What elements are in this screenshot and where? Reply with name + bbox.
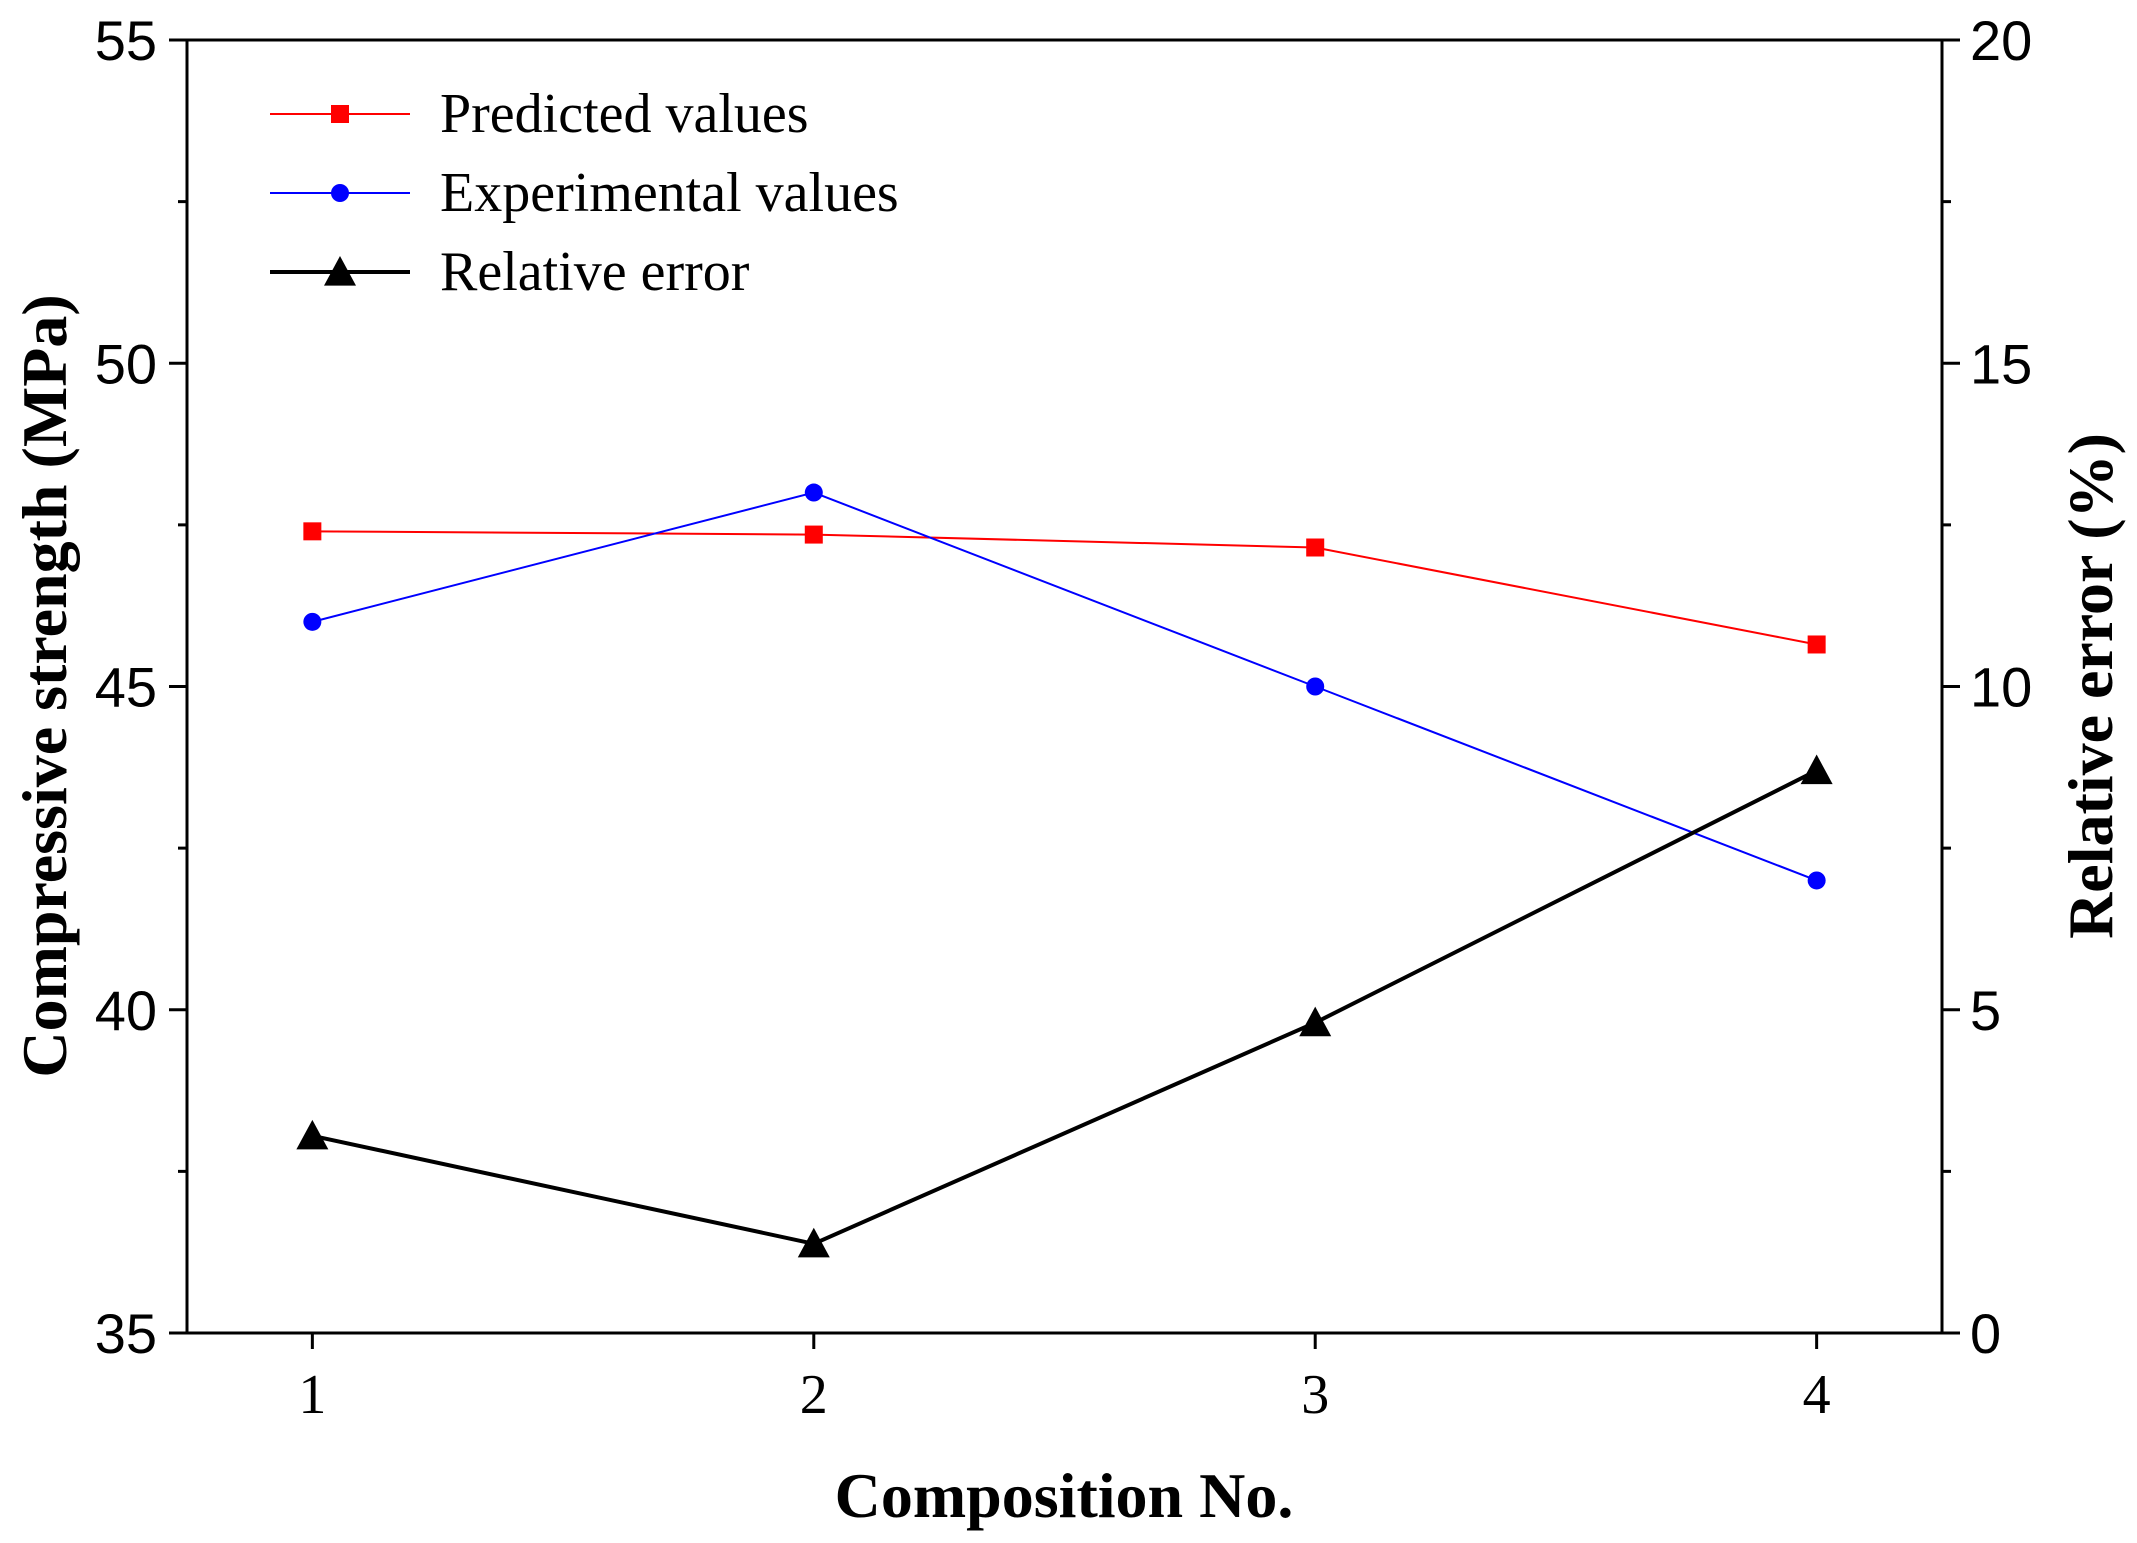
y2-tick-label-4: 20 (1970, 9, 2032, 72)
legend-marker-experimental-values (331, 184, 349, 202)
ticks: 1 2 3 4 35 40 45 50 55 0 5 10 15 20 (95, 9, 2033, 1426)
predicted-values-point-3 (1306, 538, 1325, 557)
y-tick-label-3: 50 (95, 332, 157, 395)
y2-tick-label-1: 5 (1970, 979, 2001, 1042)
predicted-values-line (312, 530, 1817, 646)
legend-label-relative-error: Relative error (440, 241, 750, 303)
predicted-values-point-4 (1807, 635, 1826, 654)
legend-label-predicted-values: Predicted values (440, 83, 809, 145)
experimental-values-point-3 (1306, 677, 1325, 696)
experimental-values-point-4 (1807, 871, 1826, 890)
legend-marker-predicted-values (331, 105, 349, 123)
relative-error-point-1 (296, 1119, 329, 1150)
series (296, 483, 1833, 1258)
y-axis-title: Compressive strength (MPa) (9, 294, 80, 1077)
experimental-values-line (312, 491, 1818, 882)
legend-label-experimental-values: Experimental values (440, 162, 899, 224)
experimental-values-point-1 (303, 612, 322, 631)
y-tick-label-1: 40 (95, 979, 157, 1042)
plot-frame (185, 38, 1944, 1335)
y2-tick-label-2: 10 (1970, 656, 2032, 719)
predicted-values-point-1 (303, 522, 322, 541)
experimental-values-point-2 (804, 483, 823, 502)
y-tick-label-0: 35 (95, 1302, 157, 1365)
relative-error-point-2 (797, 1227, 830, 1258)
y2-axis-title: Relative error (%) (2055, 433, 2126, 939)
relative-error-point-3 (1299, 1006, 1332, 1037)
x-tick-label-1: 1 (298, 1364, 326, 1426)
relative-error-point-4 (1800, 754, 1833, 785)
legend-marker-relative-error (324, 256, 356, 286)
x-tick-label-4: 4 (1803, 1364, 1831, 1426)
legend: Predicted values Experimental values Relat… (270, 83, 899, 303)
y-tick-label-4: 55 (95, 9, 157, 72)
y2-tick-label-3: 15 (1970, 332, 2032, 395)
x-axis-title: Composition No. (835, 1460, 1294, 1531)
x-tick-label-3: 3 (1301, 1364, 1329, 1426)
y-tick-label-2: 45 (95, 656, 157, 719)
relative-error-line (311, 768, 1818, 1246)
predicted-values-point-2 (804, 525, 823, 544)
y2-tick-label-0: 0 (1970, 1302, 2001, 1365)
x-tick-label-2: 2 (800, 1364, 828, 1426)
